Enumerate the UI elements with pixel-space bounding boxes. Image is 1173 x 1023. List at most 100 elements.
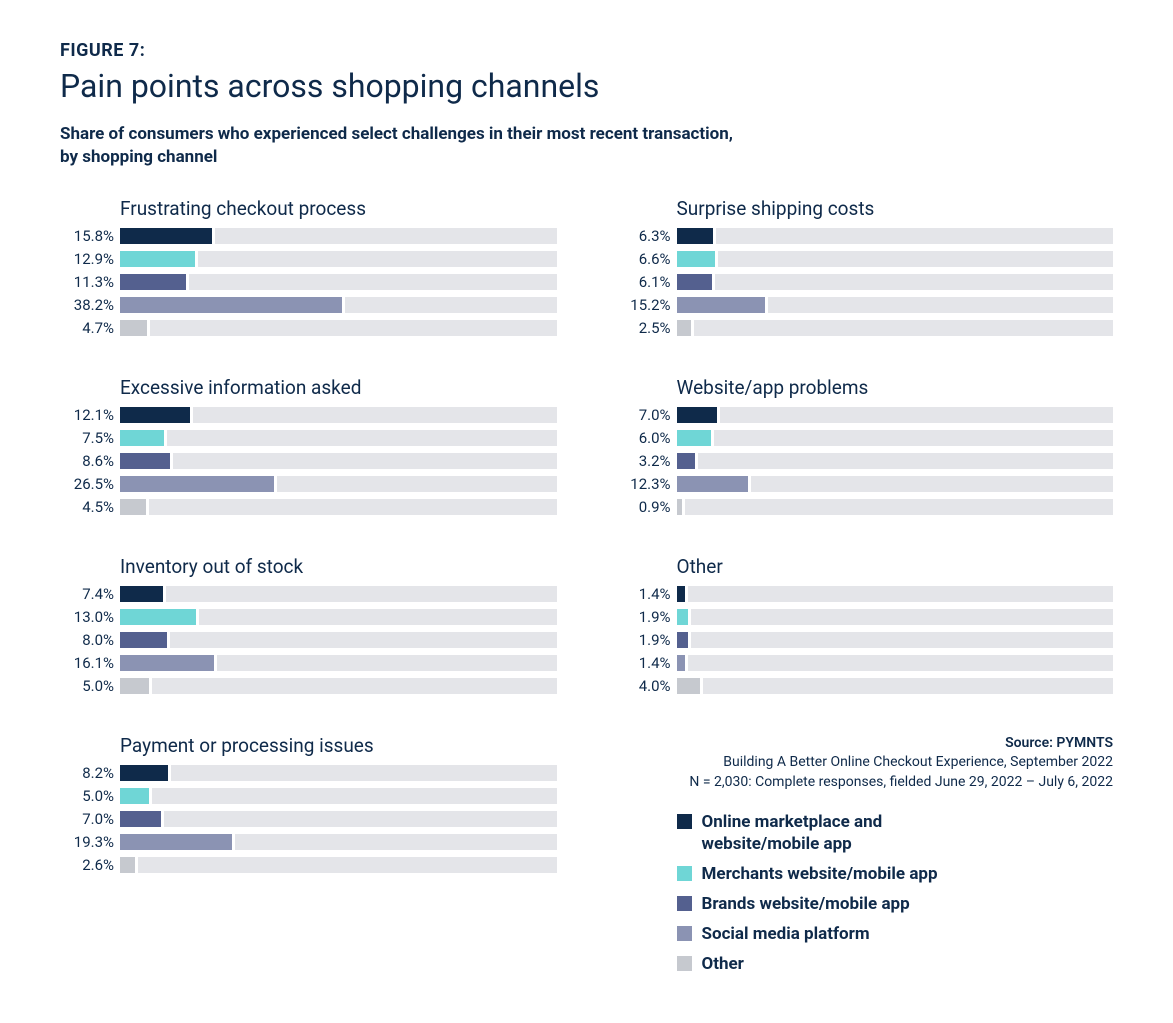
bar-track-bg [768,297,1113,313]
bar-value-label: 8.2% [60,764,120,782]
bar-track [677,499,1114,515]
bar-track [677,407,1114,423]
bar-fill [120,834,232,850]
legend: Online marketplace and website/mobile ap… [677,811,1114,976]
bar-row: 11.3% [60,272,557,292]
bar-row: 16.1% [60,653,557,673]
bar-track-bg [166,586,556,602]
bar-value-label: 7.0% [617,406,677,424]
bar-value-label: 16.1% [60,654,120,672]
chart-group: Inventory out of stock7.4%13.0%8.0%16.1%… [60,555,557,696]
bar-value-label: 38.2% [60,296,120,314]
bar-fill [677,453,696,469]
bar-fill [120,297,342,313]
bar-track [120,499,557,515]
bar-track [120,476,557,492]
bar-track-bg [138,857,556,873]
bar-fill [677,609,688,625]
bar-row: 2.6% [60,855,557,875]
bar-row: 12.9% [60,249,557,269]
bar-fill [677,251,715,267]
bar-row: 7.5% [60,428,557,448]
bar-value-label: 4.7% [60,319,120,337]
bar-track [120,453,557,469]
bar-track [677,655,1114,671]
chart-columns: Frustrating checkout process15.8%12.9%11… [60,197,1113,983]
bar-track [677,430,1114,446]
legend-item: Other [677,953,1114,975]
bar-value-label: 12.9% [60,250,120,268]
bar-row: 6.3% [617,226,1114,246]
bar-value-label: 6.0% [617,429,677,447]
bar-fill [677,297,765,313]
bar-row: 8.0% [60,630,557,650]
bar-track-bg [688,655,1113,671]
bar-value-label: 2.6% [60,856,120,874]
bar-fill [677,407,718,423]
bar-row: 26.5% [60,474,557,494]
bar-row: 6.1% [617,272,1114,292]
bar-fill [120,586,163,602]
bar-row: 0.9% [617,497,1114,517]
bar-fill [677,476,749,492]
bar-track [120,834,557,850]
group-title: Inventory out of stock [120,555,557,578]
bar-value-label: 1.9% [617,631,677,649]
bar-track-bg [691,632,1113,648]
bar-value-label: 6.1% [617,273,677,291]
bar-track-bg [277,476,556,492]
source-line: N = 2,030: Complete responses, fielded J… [617,773,1114,793]
bar-fill [120,320,147,336]
bar-fill [120,788,149,804]
chart-group: Frustrating checkout process15.8%12.9%11… [60,197,557,338]
bar-value-label: 26.5% [60,475,120,493]
bar-row: 5.0% [60,786,557,806]
bar-row: 5.0% [60,676,557,696]
bar-track-bg [691,609,1113,625]
bar-row: 1.4% [617,653,1114,673]
bar-track [120,655,557,671]
bar-track [120,320,557,336]
figure-title: Pain points across shopping channels [60,67,1113,105]
bar-track-bg [152,678,556,694]
bar-value-label: 12.3% [617,475,677,493]
bar-value-label: 6.6% [617,250,677,268]
bar-row: 12.1% [60,405,557,425]
bar-track [677,609,1114,625]
bar-track [120,407,557,423]
bar-value-label: 1.9% [617,608,677,626]
bar-track [677,678,1114,694]
legend-swatch [677,956,692,971]
bar-fill [120,857,135,873]
figure-subtitle: Share of consumers who experienced selec… [60,123,1113,169]
bar-row: 8.2% [60,763,557,783]
bar-track [120,678,557,694]
bar-track [677,274,1114,290]
bar-value-label: 8.0% [60,631,120,649]
figure-label: FIGURE 7: [60,40,1113,61]
bar-value-label: 4.5% [60,498,120,516]
group-title: Excessive information asked [120,376,557,399]
bar-row: 13.0% [60,607,557,627]
bar-track-bg [720,407,1113,423]
legend-item: Social media platform [677,923,1114,945]
bar-value-label: 11.3% [60,273,120,291]
bar-row: 15.8% [60,226,557,246]
bar-fill [677,678,700,694]
bar-track-bg [173,453,556,469]
bar-track [120,228,557,244]
bar-fill [120,453,170,469]
bar-track [120,609,557,625]
bar-value-label: 1.4% [617,654,677,672]
bar-fill [120,251,195,267]
bar-value-label: 0.9% [617,498,677,516]
bar-track-bg [718,251,1113,267]
bar-value-label: 13.0% [60,608,120,626]
bar-track-bg [171,765,557,781]
bar-fill [677,499,682,515]
bar-track-bg [716,228,1113,244]
bar-track-bg [199,609,557,625]
bar-fill [120,678,149,694]
chart-group: Payment or processing issues8.2%5.0%7.0%… [60,734,557,875]
legend-swatch [677,814,692,829]
